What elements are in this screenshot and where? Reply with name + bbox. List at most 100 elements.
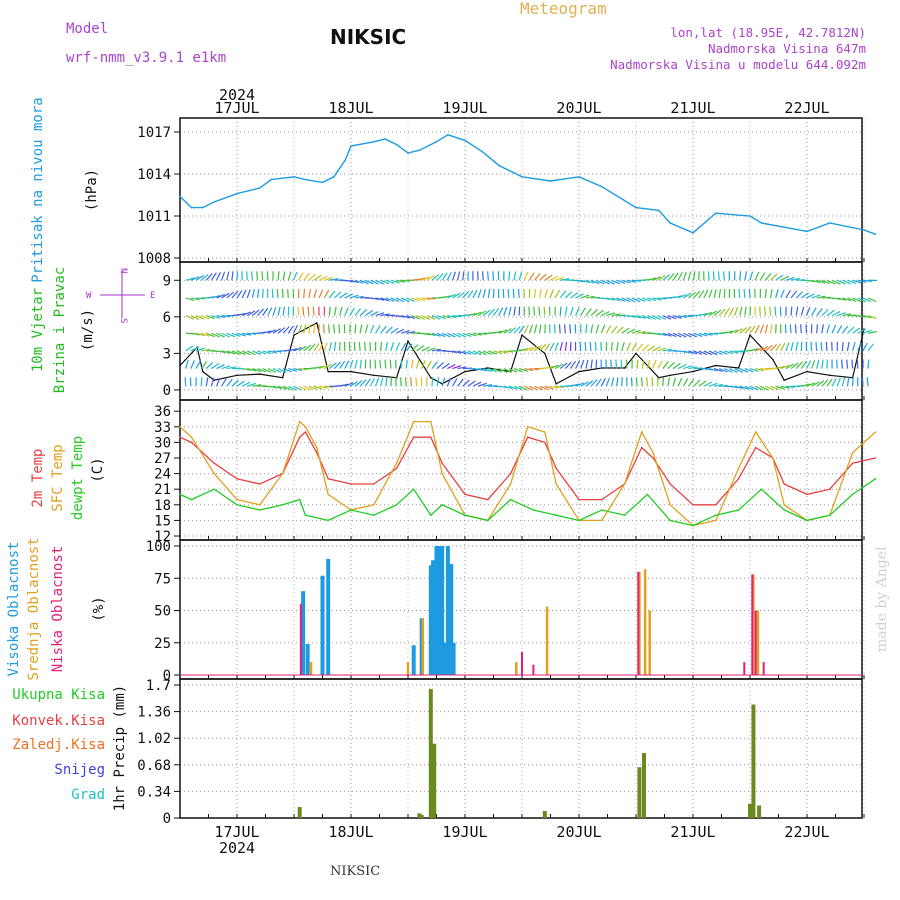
wind-arrow <box>749 325 756 334</box>
wind-arrow <box>703 381 713 387</box>
wind-arrows <box>184 271 877 391</box>
wind-arrow <box>642 297 651 302</box>
cloud-bar-0 <box>326 558 331 675</box>
wind-arrow <box>754 347 764 352</box>
temp-dewpt-series <box>179 478 877 527</box>
wind-arrow <box>389 359 392 369</box>
wind-arrow <box>529 345 538 352</box>
wind-arrow <box>667 332 677 338</box>
wind-arrow <box>421 332 431 336</box>
y-tick-label: 21 <box>154 482 171 498</box>
wind-arrow <box>801 383 811 387</box>
wind-arrow <box>374 359 377 369</box>
wind-arrow <box>569 324 572 334</box>
panel-1: 0 3 6 9 <box>163 261 865 401</box>
pressure-point <box>829 222 831 224</box>
wind-arrow <box>493 330 503 334</box>
panel-frame <box>179 117 863 263</box>
wind-arrow <box>754 385 764 391</box>
wind-arrow <box>518 368 528 372</box>
temp-sfc-point <box>652 452 654 454</box>
wind-arrow <box>847 279 857 285</box>
wind-arrow <box>611 279 620 285</box>
cloud-bar-2 <box>299 604 302 675</box>
year-label-top: 2024 <box>219 86 255 104</box>
wind-arrow <box>692 271 696 281</box>
wind-arrow <box>384 359 387 369</box>
wind-arrow <box>216 364 225 370</box>
wind-arrow <box>247 368 257 372</box>
wind-arrow <box>585 308 592 316</box>
wind-arrow <box>216 350 226 354</box>
cloud-bar-0 <box>442 642 447 675</box>
wind-arrow <box>713 309 722 317</box>
temp-dewpt-point <box>441 504 444 506</box>
temp-2m-point <box>601 498 603 501</box>
wind-arrow <box>544 289 548 299</box>
wind-arrow <box>411 315 420 320</box>
wind-arrow <box>554 385 565 388</box>
wind-arrow <box>416 297 426 302</box>
pressure-point <box>384 138 387 140</box>
wind-arrow <box>816 359 820 369</box>
wind-arrow <box>215 377 221 387</box>
wind-arrow <box>841 377 846 387</box>
wind-speed-point <box>715 364 717 367</box>
wind-arrow <box>195 297 205 300</box>
precip-bar <box>757 805 762 818</box>
temp-2m-point <box>652 457 654 459</box>
wind-arrow <box>354 308 362 316</box>
wind-arrow <box>724 350 734 355</box>
wind-arrow <box>560 278 570 281</box>
temp-dewpt-point <box>373 514 375 516</box>
wind-arrow <box>549 385 559 389</box>
y-tick-label: 0.68 <box>137 758 171 774</box>
wind-arrow <box>780 364 790 370</box>
wind-arrow <box>231 271 234 281</box>
temp-sfc-point <box>412 420 415 423</box>
wind-arrow <box>606 312 616 317</box>
wind-arrow <box>821 379 829 387</box>
panels: 1008101110141017036912151821242730333602… <box>137 117 877 827</box>
wind-arrow <box>652 297 662 301</box>
precip-bars <box>297 688 762 818</box>
wind-arrow <box>610 359 613 369</box>
wind-arrow <box>657 360 663 369</box>
wind-arrow <box>210 377 215 387</box>
wind-arrow <box>184 377 187 387</box>
wind-arrow <box>621 342 625 352</box>
wind-arrow <box>667 315 677 320</box>
wind-arrow <box>231 290 239 299</box>
wind-speed-point <box>544 352 546 355</box>
y-tick-label: 1017 <box>137 125 171 141</box>
wind-arrow <box>749 385 759 391</box>
pressure-point <box>692 232 694 234</box>
y-tick-label: 50 <box>154 604 171 620</box>
wind-arrow <box>857 279 867 283</box>
pressure-point <box>521 176 523 178</box>
wind-arrow <box>267 368 277 373</box>
wind-arrow <box>498 350 508 354</box>
wind-arrow <box>821 308 829 317</box>
temp-dewpt-point <box>487 519 489 522</box>
wind-compass-legend: W E N S <box>86 268 155 323</box>
wind-arrow <box>379 359 382 369</box>
pressure-point <box>190 206 193 209</box>
wind-arrow <box>446 377 452 387</box>
y-tick-label: 1014 <box>137 167 171 183</box>
wind-arrow <box>626 315 636 318</box>
wind-arrow <box>236 350 246 356</box>
wind-arrow <box>806 382 816 387</box>
wind-arrow <box>743 288 746 298</box>
wind-arrow <box>826 359 829 369</box>
wind-arrow <box>734 306 739 316</box>
wind-arrow <box>682 271 687 281</box>
wind-arrow <box>359 279 369 285</box>
wind-arrow <box>610 377 615 387</box>
wind-arrow <box>226 291 235 299</box>
wind-arrow <box>252 350 261 356</box>
wind-arrow <box>374 325 381 334</box>
precip-bar <box>641 753 646 818</box>
pressure-point <box>760 222 763 224</box>
cloud-bar-1 <box>643 569 647 675</box>
